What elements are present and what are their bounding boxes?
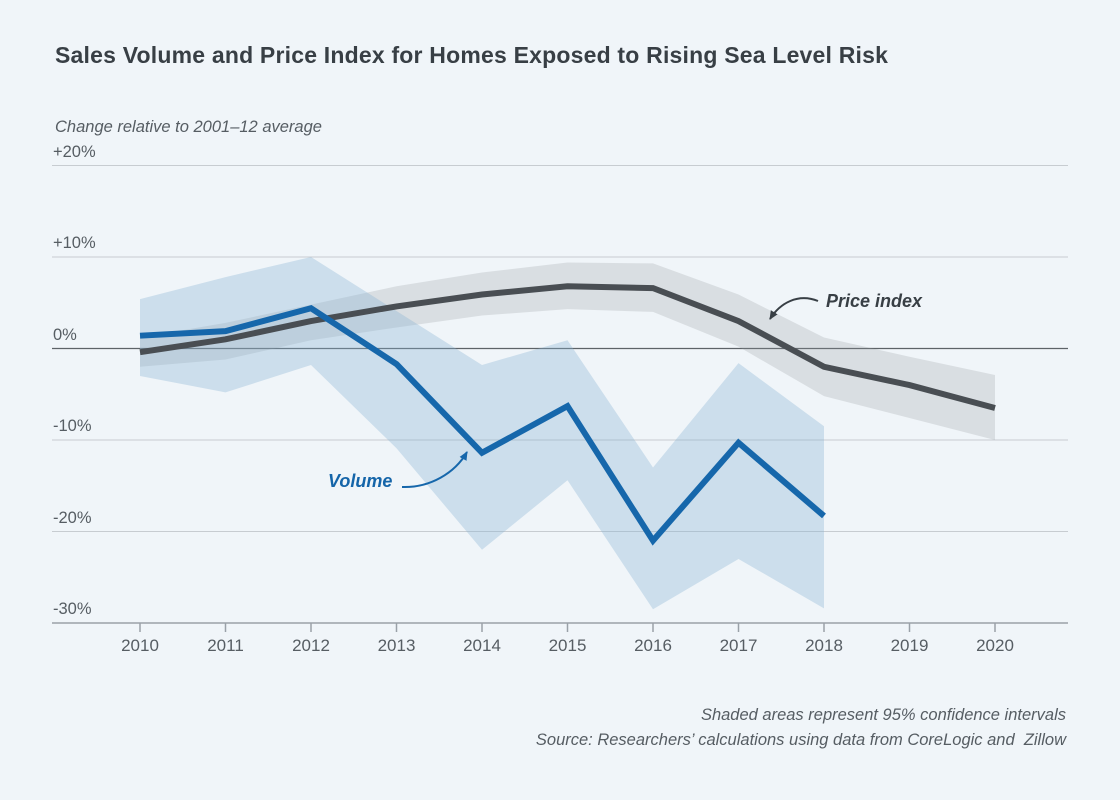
y-tick-label-0%: 0% <box>53 325 77 344</box>
x-tick-label-2014: 2014 <box>463 636 501 655</box>
volume-arrow <box>401 451 468 489</box>
x-tick-label-2019: 2019 <box>890 636 929 655</box>
price-index-label: Price index <box>826 291 923 311</box>
x-tick-label-2011: 2011 <box>207 636 244 655</box>
annotation-arrows <box>401 297 819 489</box>
x-axis-ticks <box>139 623 996 632</box>
volume-label: Volume <box>328 471 393 491</box>
x-tick-label-2020: 2020 <box>976 636 1014 655</box>
price-index-arrow <box>769 297 819 320</box>
x-tick-label-2010: 2010 <box>121 636 159 655</box>
x-tick-label-2013: 2013 <box>377 636 416 655</box>
x-tick-label-2017: 2017 <box>719 636 758 655</box>
x-tick-label-2015: 2015 <box>548 636 587 655</box>
volume-confidence-band <box>140 257 824 610</box>
chart-subtitle: Change relative to 2001–12 average <box>55 118 322 136</box>
chart-title: Sales Volume and Price Index for Homes E… <box>55 42 889 68</box>
data-lines <box>139 283 996 546</box>
y-tick-label--30%: -30% <box>53 600 92 618</box>
source-note: Source: Researchers’ calculations using … <box>535 731 1066 749</box>
y-tick-label--10%: -10% <box>53 417 92 435</box>
price-index-line <box>139 283 996 411</box>
gridlines <box>52 165 1068 624</box>
volume-line <box>139 304 826 546</box>
y-tick-label-+10%: +10% <box>53 234 96 252</box>
confidence-interval-note: Shaded areas represent 95% confidence in… <box>700 706 1066 724</box>
confidence-bands <box>140 257 995 610</box>
x-tick-label-2016: 2016 <box>634 636 672 655</box>
chart-footnotes: Shaded areas represent 95% confidence in… <box>536 703 1066 753</box>
y-tick-label-+20%: +20% <box>53 142 96 161</box>
price-index-confidence-band <box>140 262 995 440</box>
y-tick-label--20%: -20% <box>53 508 92 527</box>
x-tick-label-2018: 2018 <box>805 636 843 655</box>
x-tick-label-2012: 2012 <box>292 636 330 655</box>
